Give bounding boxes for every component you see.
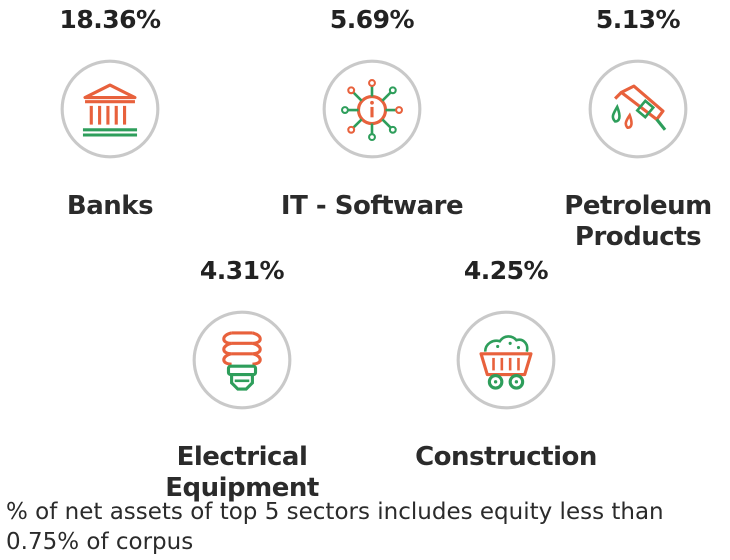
- sector-percentage: 5.13%: [595, 5, 681, 34]
- sector-label: IT - Software: [280, 191, 464, 221]
- sector-label: Banks: [66, 191, 154, 221]
- bank-building-icon: [58, 57, 162, 161]
- sector-label: Electrical Equipment: [165, 442, 319, 503]
- footnote: % of net assets of top 5 sectors include…: [6, 499, 664, 555]
- sector-label: Construction: [415, 442, 597, 472]
- sector-item-petroleum-products: 5.13% Petroleum Products: [528, 5, 730, 253]
- circuit-chip-icon: [320, 57, 424, 161]
- sector-item-it-software: 5.69% IT - Software: [262, 5, 482, 222]
- mining-cart-icon: [454, 308, 558, 412]
- sector-item-electrical-equipment: 4.31% Electrical Equipment: [132, 256, 352, 504]
- sector-percentage: 18.36%: [59, 5, 161, 34]
- sector-percentage: 4.31%: [199, 256, 285, 285]
- sector-percentage: 4.25%: [463, 256, 549, 285]
- sector-item-banks: 18.36% Banks: [0, 5, 220, 222]
- fuel-nozzle-icon: [586, 57, 690, 161]
- sector-percentage: 5.69%: [329, 5, 415, 34]
- sector-item-construction: 4.25% Construction: [396, 256, 616, 473]
- sector-label: Petroleum Products: [564, 191, 712, 252]
- cfl-bulb-icon: [190, 308, 294, 412]
